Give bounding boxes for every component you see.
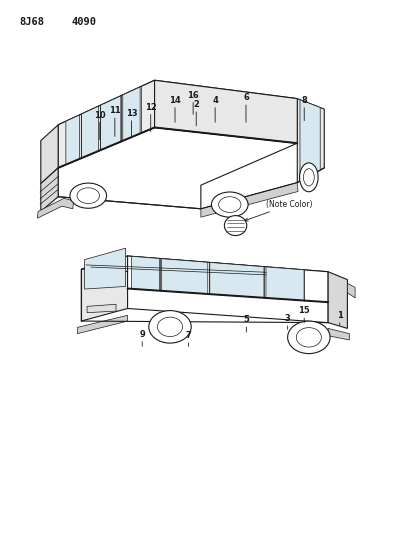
Polygon shape — [128, 256, 328, 322]
Polygon shape — [266, 267, 304, 301]
Polygon shape — [87, 304, 116, 313]
Text: 8J68: 8J68 — [20, 17, 45, 27]
Ellipse shape — [299, 163, 318, 192]
Polygon shape — [78, 316, 128, 334]
Text: 7: 7 — [186, 331, 191, 346]
Text: (Note Color): (Note Color) — [245, 200, 313, 221]
Ellipse shape — [212, 192, 248, 217]
Polygon shape — [201, 183, 298, 217]
Text: 9: 9 — [139, 330, 145, 346]
Text: 4: 4 — [212, 96, 218, 122]
Text: 6: 6 — [243, 93, 249, 122]
Text: 4090: 4090 — [72, 17, 97, 27]
Text: 10: 10 — [94, 110, 106, 140]
Text: 16: 16 — [187, 91, 199, 115]
Polygon shape — [210, 262, 264, 298]
Polygon shape — [37, 198, 74, 218]
Polygon shape — [297, 99, 324, 183]
Polygon shape — [348, 283, 355, 298]
Text: 12: 12 — [145, 103, 156, 132]
Polygon shape — [328, 272, 348, 328]
Ellipse shape — [70, 183, 106, 208]
Polygon shape — [81, 106, 98, 158]
Polygon shape — [41, 168, 58, 212]
Ellipse shape — [149, 311, 191, 343]
Polygon shape — [58, 80, 154, 168]
Polygon shape — [300, 100, 320, 181]
Polygon shape — [328, 328, 349, 340]
Polygon shape — [41, 125, 58, 183]
Text: 3: 3 — [285, 314, 290, 329]
Text: 8: 8 — [301, 96, 307, 120]
Polygon shape — [123, 87, 140, 141]
Text: 11: 11 — [109, 107, 121, 136]
Ellipse shape — [288, 321, 330, 353]
Polygon shape — [58, 127, 297, 209]
Polygon shape — [132, 256, 160, 290]
Text: 5: 5 — [243, 315, 249, 332]
Polygon shape — [81, 256, 128, 321]
Polygon shape — [162, 259, 208, 294]
Polygon shape — [100, 96, 121, 150]
Polygon shape — [154, 80, 297, 143]
Polygon shape — [66, 115, 79, 165]
Text: 15: 15 — [298, 306, 310, 322]
Text: 13: 13 — [126, 109, 137, 136]
Text: 2: 2 — [193, 100, 199, 126]
Text: 14: 14 — [169, 96, 181, 122]
Ellipse shape — [224, 216, 247, 236]
Polygon shape — [58, 80, 297, 143]
Text: 1: 1 — [337, 311, 343, 325]
Polygon shape — [81, 256, 328, 280]
Polygon shape — [84, 248, 126, 289]
